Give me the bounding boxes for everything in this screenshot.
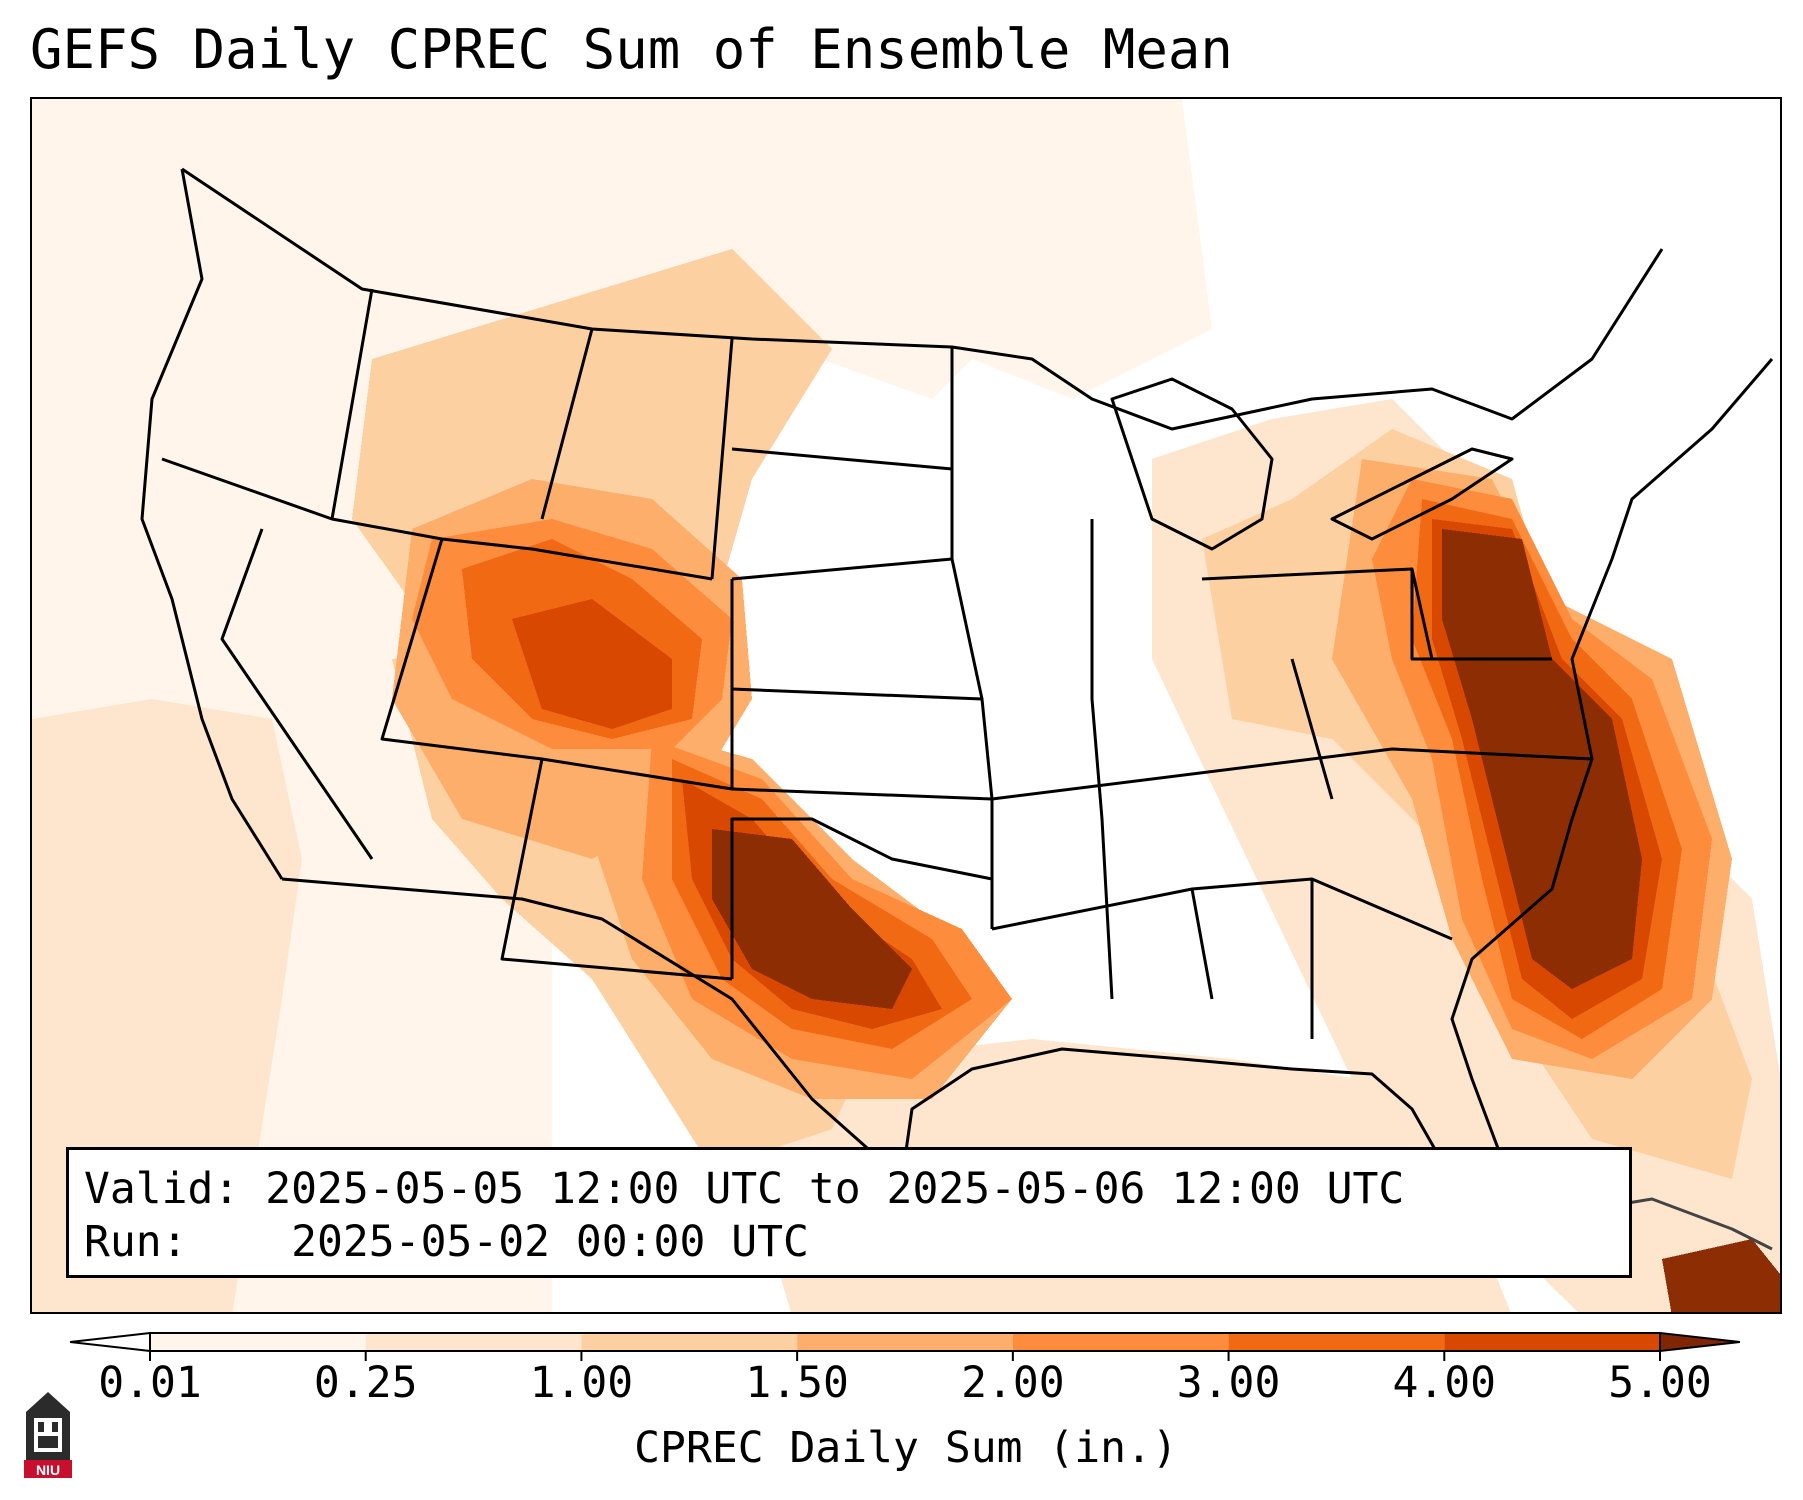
colorbar-segment — [150, 1333, 366, 1351]
colorbar-segment — [1012, 1333, 1229, 1351]
colorbar-under-extend — [70, 1331, 151, 1353]
map-panel[interactable] — [30, 97, 1782, 1314]
colorbar-segment — [1444, 1333, 1660, 1351]
colorbar-tick-label: 2.00 — [961, 1358, 1065, 1408]
valid-value: 2025-05-05 12:00 UTC to 2025-05-06 12:00… — [265, 1164, 1405, 1214]
precip-light-central — [392, 99, 1212, 399]
run-value: 2025-05-02 00:00 UTC — [291, 1217, 809, 1267]
colorbar-tick-label: 4.00 — [1392, 1358, 1497, 1408]
precip-max-texas — [712, 829, 912, 1009]
state-lines-east — [991, 519, 1593, 1039]
niu-logo-icon: NIU — [24, 1392, 72, 1478]
great-lakes — [1110, 377, 1274, 551]
colorbar-segment — [797, 1333, 1013, 1351]
colorbar-over-extend — [1659, 1331, 1740, 1353]
precip-map-svg — [32, 99, 1780, 1312]
colorbar-frame — [149, 1332, 1661, 1352]
colorbar-tick-label: 5.00 — [1608, 1358, 1712, 1408]
state-lines-central — [730, 347, 994, 979]
state-lines-west — [161, 288, 734, 981]
colorbar-tick-label: 0.25 — [313, 1358, 418, 1408]
colorbar-segment — [1228, 1333, 1445, 1351]
run-label: Run: — [84, 1217, 188, 1267]
precip-band-co-peak — [512, 599, 672, 729]
colorbar-tick-label: 1.50 — [745, 1358, 849, 1408]
colorbar-tick-label: 1.00 — [529, 1358, 634, 1408]
east-coast — [1450, 358, 1774, 1220]
valid-label: Valid: — [84, 1164, 240, 1214]
colorbar-tick-label: 0.01 — [98, 1358, 202, 1408]
lake-erie-ontario — [1330, 447, 1514, 541]
colorbar-tick-label: 3.00 — [1176, 1358, 1281, 1408]
info-box: Valid: 2025-05-05 12:00 UTC to 2025-05-0… — [66, 1147, 1632, 1278]
run-row: Run: 2025-05-02 00:00 UTC — [84, 1216, 1629, 1269]
precip-shading — [32, 99, 1780, 1312]
colorbar-label: CPREC Daily Sum (in.) — [634, 1423, 1178, 1473]
precip-max-east — [1442, 529, 1642, 989]
colorbar — [70, 1331, 1740, 1361]
logo-text: NIU — [36, 1462, 60, 1478]
gulf-coast — [900, 1047, 1494, 1221]
us-mexico-border — [281, 877, 903, 1181]
precip-max-bahamas — [1662, 1239, 1780, 1312]
map-title: GEFS Daily CPREC Sum of Ensemble Mean — [30, 18, 1233, 81]
valid-row: Valid: 2025-05-05 12:00 UTC to 2025-05-0… — [84, 1163, 1629, 1216]
us-west-coast — [140, 168, 284, 880]
colorbar-segment — [365, 1333, 582, 1351]
colorbar-segment — [581, 1333, 798, 1351]
